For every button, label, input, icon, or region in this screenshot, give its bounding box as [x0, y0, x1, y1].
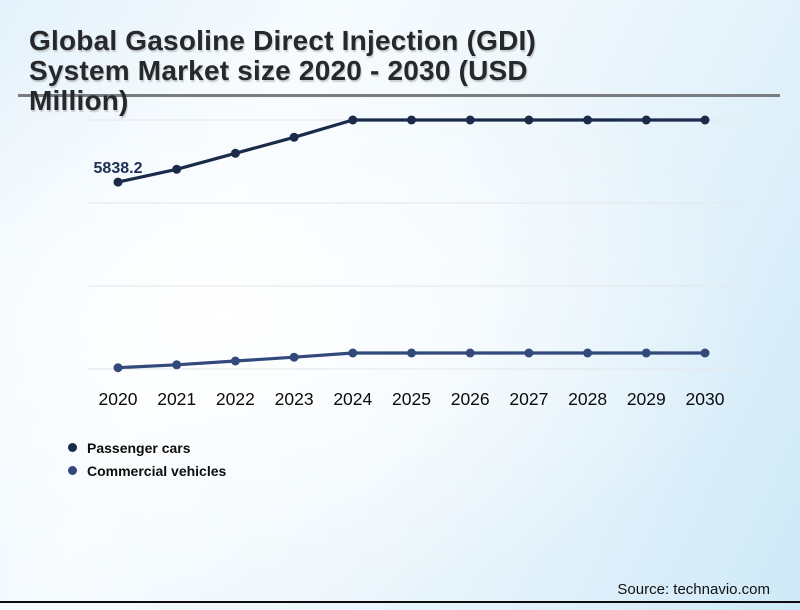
x-axis-label: 2023	[275, 389, 314, 409]
legend-dot-icon	[68, 466, 77, 475]
data-point-passenger-cars[interactable]	[524, 115, 534, 125]
data-point-commercial-vehicles[interactable]	[407, 348, 416, 358]
x-axis-label: 2025	[392, 389, 431, 409]
data-point-passenger-cars[interactable]	[348, 115, 358, 125]
data-point-commercial-vehicles[interactable]	[465, 348, 475, 358]
data-point-commercial-vehicles[interactable]	[583, 348, 593, 358]
x-axis-label: 2020	[99, 389, 138, 409]
data-point-passenger-cars[interactable]	[113, 177, 123, 187]
legend-label: Passenger cars	[87, 439, 191, 456]
legend-item-commercial-vehicles[interactable]: Commercial vehicles	[68, 459, 226, 482]
data-point-passenger-cars[interactable]	[172, 164, 182, 174]
x-axis-label: 2030	[686, 389, 725, 409]
series-line-passenger-cars	[117, 118, 705, 184]
x-axis-label: 2027	[509, 389, 548, 409]
data-point-commercial-vehicles[interactable]	[230, 356, 240, 366]
x-axis-label: 2022	[216, 389, 255, 409]
title-line-1: Global Gasoline Direct Injection (GDI)	[29, 25, 537, 56]
source-attribution: Source: technavio.com	[617, 581, 770, 598]
data-point-passenger-cars[interactable]	[289, 132, 299, 142]
data-point-passenger-cars[interactable]	[465, 115, 475, 125]
title-line-3: Million)	[29, 85, 129, 116]
x-axis-label: 2029	[627, 389, 666, 409]
bottom-border	[0, 601, 800, 603]
data-point-commercial-vehicles[interactable]	[641, 348, 651, 358]
data-point-commercial-vehicles[interactable]	[524, 348, 534, 358]
x-axis-label: 2026	[451, 389, 490, 409]
legend-dot-icon	[68, 443, 77, 452]
title-line-2: System Market size 2020 - 2030 (USD	[29, 55, 528, 86]
x-axis-label: 2028	[568, 389, 607, 409]
title-underline	[18, 94, 780, 97]
data-point-passenger-cars[interactable]	[700, 115, 710, 125]
data-point-commercial-vehicles[interactable]	[348, 348, 358, 358]
data-point-commercial-vehicles[interactable]	[113, 363, 123, 373]
data-point-passenger-cars[interactable]	[641, 115, 651, 125]
data-point-commercial-vehicles[interactable]	[172, 360, 182, 370]
legend-item-passenger-cars[interactable]: Passenger cars	[68, 436, 226, 459]
data-label: 5838.2	[94, 160, 143, 177]
x-axis-label: 2021	[157, 389, 196, 409]
chart-legend: Passenger cars Commercial vehicles	[68, 436, 226, 482]
page-title: Global Gasoline Direct Injection (GDI) S…	[29, 26, 536, 116]
data-point-commercial-vehicles[interactable]	[700, 348, 710, 358]
legend-label: Commercial vehicles	[87, 462, 227, 479]
x-axis-label: 2024	[333, 389, 372, 409]
data-point-passenger-cars[interactable]	[407, 115, 416, 125]
data-point-commercial-vehicles[interactable]	[289, 352, 299, 362]
data-point-passenger-cars[interactable]	[230, 148, 240, 158]
data-point-passenger-cars[interactable]	[583, 115, 593, 125]
